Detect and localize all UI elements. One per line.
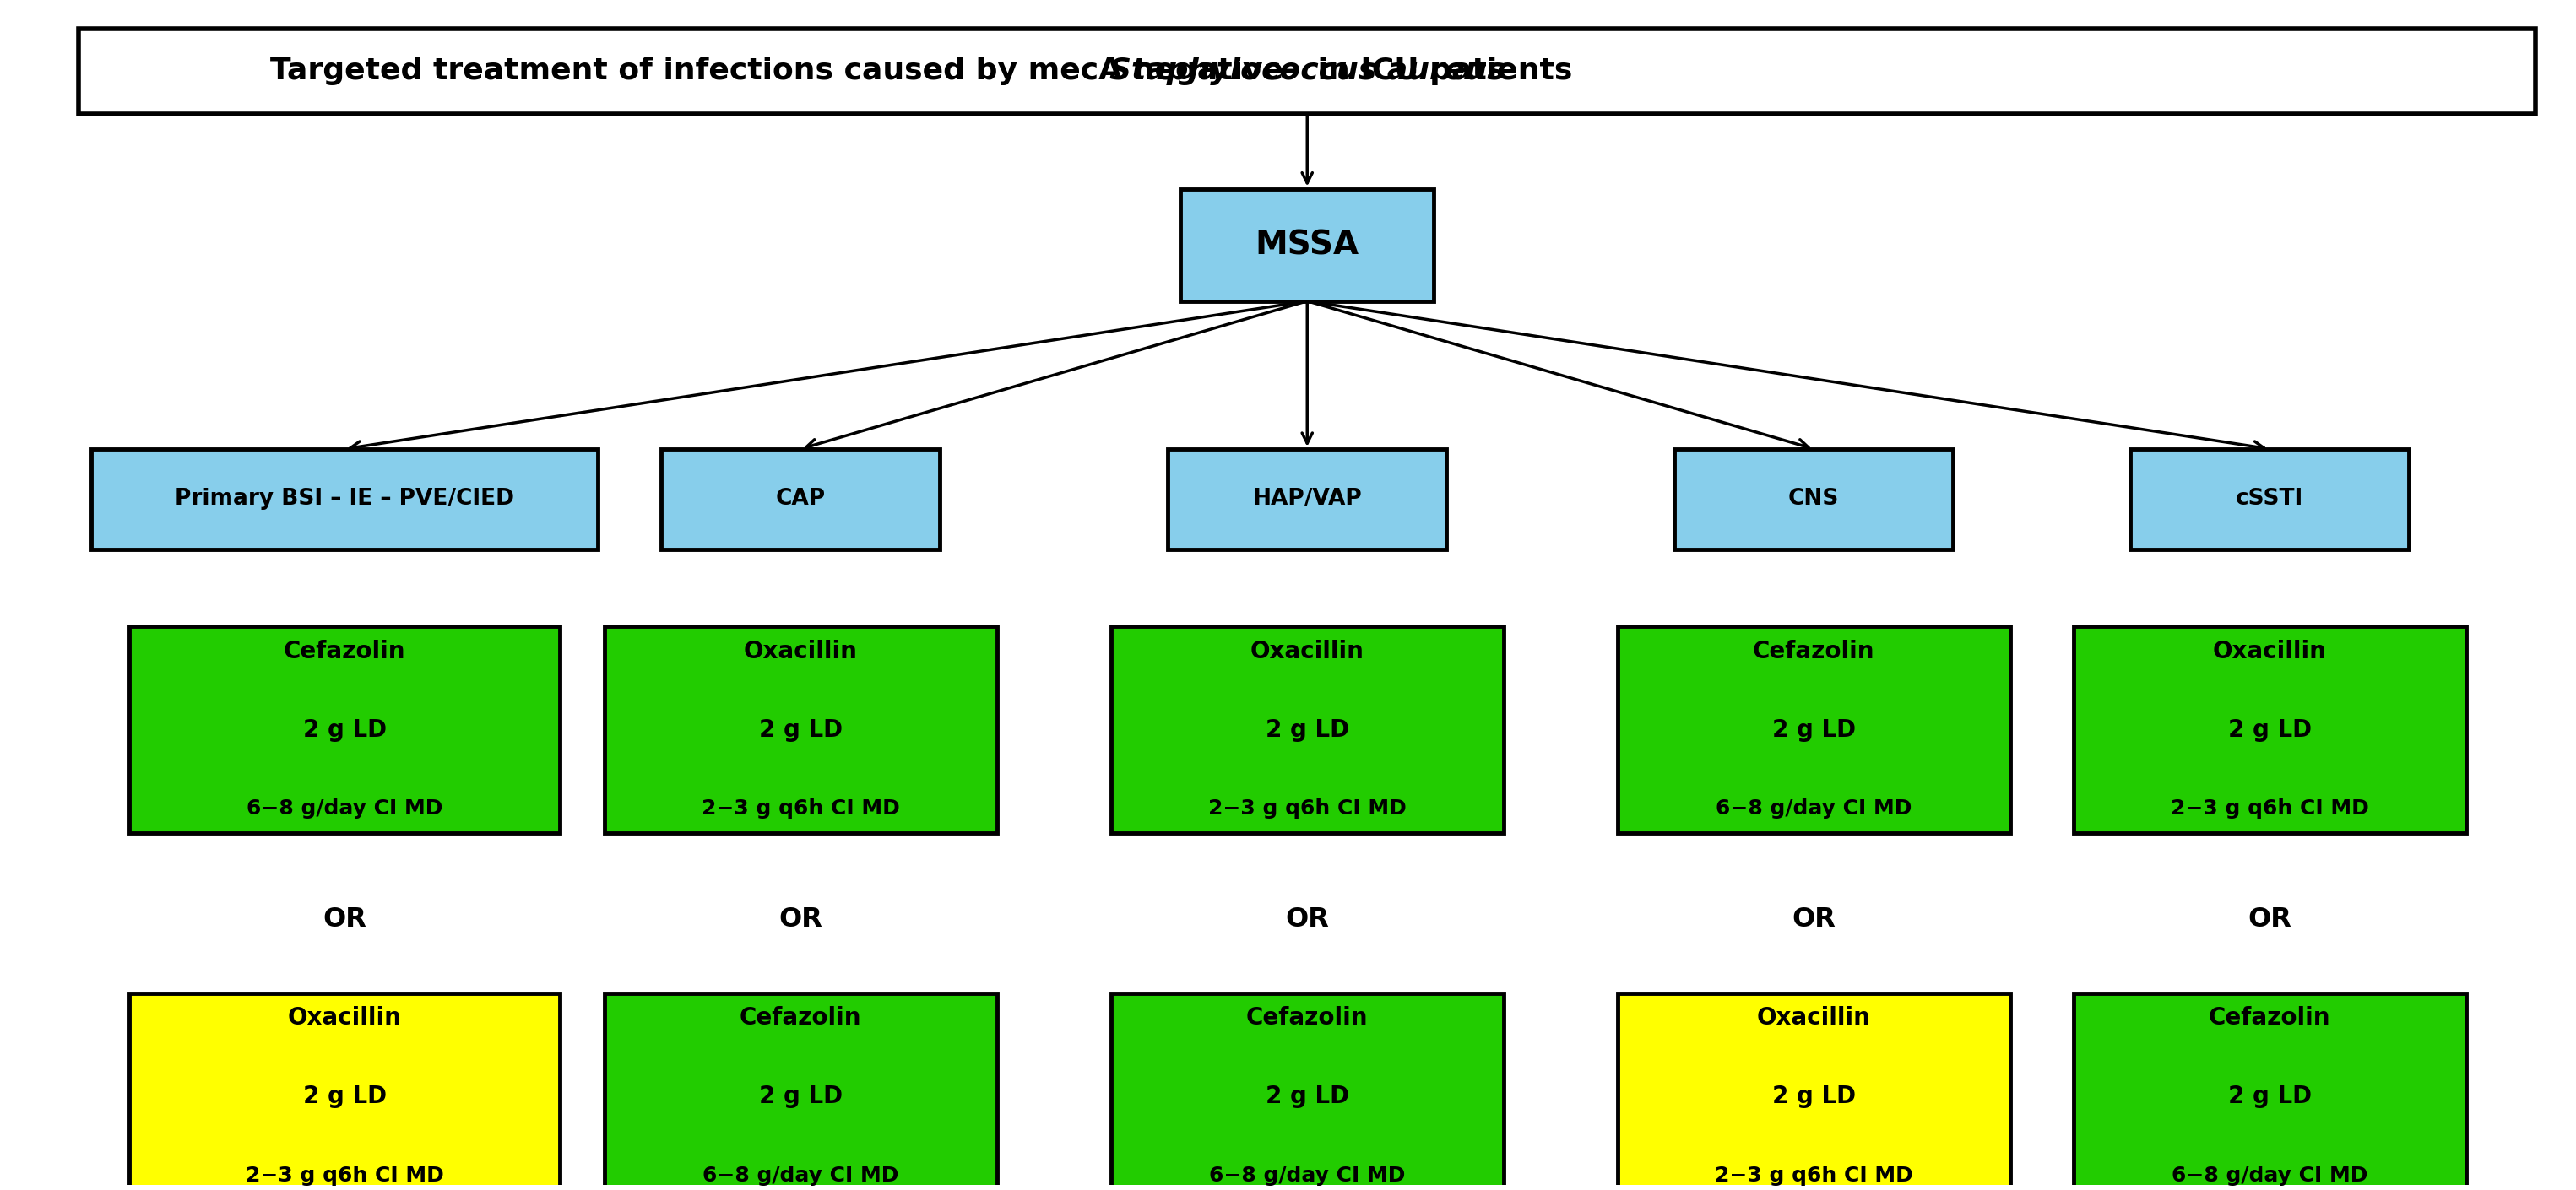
Text: CAP: CAP (775, 488, 824, 511)
FancyBboxPatch shape (2130, 449, 2409, 550)
Text: 2 g LD: 2 g LD (1772, 1085, 1855, 1108)
Text: Cefazolin: Cefazolin (1247, 1006, 1368, 1029)
FancyBboxPatch shape (605, 994, 997, 1190)
Text: Oxacillin: Oxacillin (289, 1006, 402, 1029)
Text: OR: OR (322, 906, 366, 932)
FancyBboxPatch shape (1180, 189, 1435, 301)
Text: 2 g LD: 2 g LD (2228, 718, 2311, 741)
Text: Oxacillin: Oxacillin (1249, 639, 1365, 663)
FancyBboxPatch shape (662, 449, 940, 550)
Text: 6−8 g/day CI MD: 6−8 g/day CI MD (2172, 1165, 2367, 1185)
Text: 2 g LD: 2 g LD (304, 1085, 386, 1108)
FancyBboxPatch shape (1167, 449, 1448, 550)
Text: Targeted treatment of infections caused by mecA negative-: Targeted treatment of infections caused … (270, 57, 1306, 86)
Text: Staphylococcus aureus: Staphylococcus aureus (1110, 57, 1504, 86)
FancyBboxPatch shape (80, 29, 2535, 113)
Text: OR: OR (1793, 906, 1837, 932)
Text: 6−8 g/day CI MD: 6−8 g/day CI MD (1716, 798, 1911, 819)
Text: 6−8 g/day CI MD: 6−8 g/day CI MD (703, 1165, 899, 1185)
Text: 2 g LD: 2 g LD (2228, 1085, 2311, 1108)
FancyBboxPatch shape (1110, 994, 1504, 1190)
Text: Oxacillin: Oxacillin (744, 639, 858, 663)
Text: Primary BSI – IE – PVE/CIED: Primary BSI – IE – PVE/CIED (175, 488, 515, 511)
FancyBboxPatch shape (605, 626, 997, 833)
Text: in ICU patients: in ICU patients (1306, 57, 1571, 86)
FancyBboxPatch shape (1618, 994, 2009, 1190)
FancyBboxPatch shape (90, 449, 598, 550)
Text: OR: OR (1285, 906, 1329, 932)
FancyBboxPatch shape (129, 994, 559, 1190)
Text: 2 g LD: 2 g LD (760, 1085, 842, 1108)
FancyBboxPatch shape (2074, 626, 2465, 833)
Text: 2 g LD: 2 g LD (1265, 718, 1350, 741)
Text: MSSA: MSSA (1255, 228, 1360, 261)
FancyBboxPatch shape (1618, 626, 2009, 833)
Text: Cefazolin: Cefazolin (1752, 639, 1875, 663)
Text: HAP/VAP: HAP/VAP (1252, 488, 1363, 511)
FancyBboxPatch shape (1674, 449, 1953, 550)
Text: cSSTI: cSSTI (2236, 488, 2303, 511)
Text: 2−3 g q6h CI MD: 2−3 g q6h CI MD (245, 1165, 443, 1185)
Text: Cefazolin: Cefazolin (283, 639, 404, 663)
Text: Cefazolin: Cefazolin (739, 1006, 860, 1029)
Text: Oxacillin: Oxacillin (1757, 1006, 1870, 1029)
Text: 2 g LD: 2 g LD (760, 718, 842, 741)
FancyBboxPatch shape (2074, 994, 2465, 1190)
Text: 6−8 g/day CI MD: 6−8 g/day CI MD (1208, 1165, 1406, 1185)
Text: 6−8 g/day CI MD: 6−8 g/day CI MD (247, 798, 443, 819)
Text: Oxacillin: Oxacillin (2213, 639, 2326, 663)
Text: 2−3 g q6h CI MD: 2−3 g q6h CI MD (2172, 798, 2370, 819)
Text: 2 g LD: 2 g LD (1772, 718, 1855, 741)
Text: 2 g LD: 2 g LD (1265, 1085, 1350, 1108)
Text: 2−3 g q6h CI MD: 2−3 g q6h CI MD (1208, 798, 1406, 819)
Text: OR: OR (778, 906, 822, 932)
Text: OR: OR (2249, 906, 2293, 932)
FancyBboxPatch shape (129, 626, 559, 833)
Text: CNS: CNS (1788, 488, 1839, 511)
FancyBboxPatch shape (1110, 626, 1504, 833)
Text: Cefazolin: Cefazolin (2208, 1006, 2331, 1029)
Text: 2−3 g q6h CI MD: 2−3 g q6h CI MD (1716, 1165, 1914, 1185)
Text: 2−3 g q6h CI MD: 2−3 g q6h CI MD (701, 798, 899, 819)
Text: 2 g LD: 2 g LD (304, 718, 386, 741)
